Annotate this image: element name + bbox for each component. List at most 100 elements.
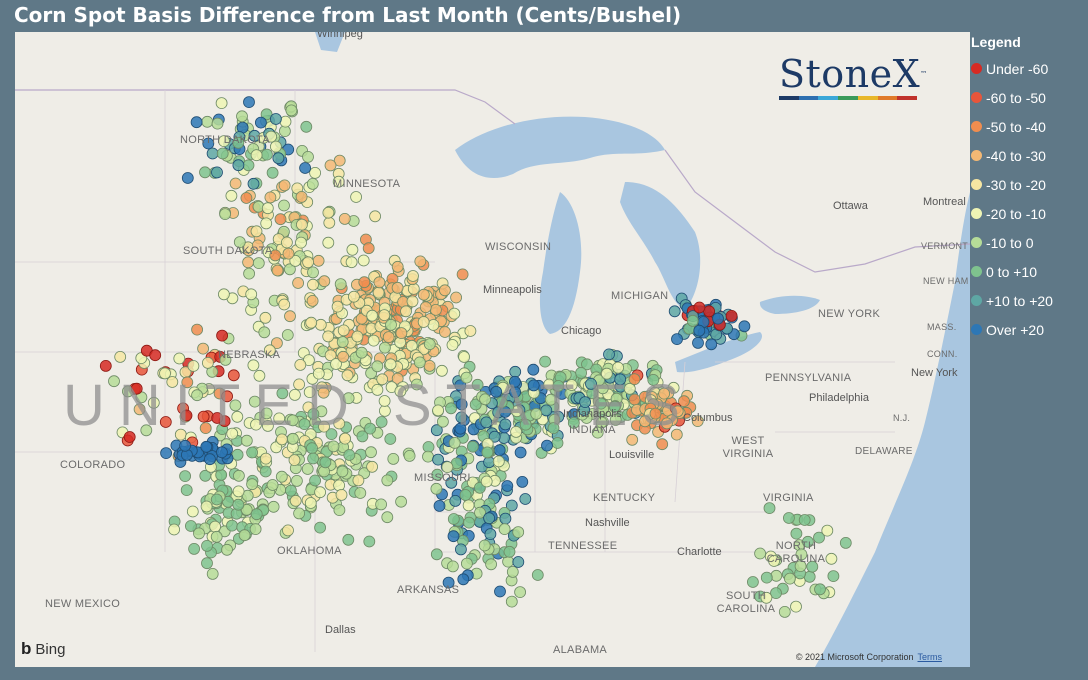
site-marker[interactable]	[260, 407, 273, 420]
site-marker[interactable]	[250, 149, 263, 162]
site-marker[interactable]	[647, 373, 660, 386]
site-marker[interactable]	[462, 499, 475, 512]
site-marker[interactable]	[367, 334, 380, 347]
bing-attribution[interactable]: b Bing	[21, 639, 65, 659]
site-marker[interactable]	[289, 254, 302, 267]
site-marker[interactable]	[531, 569, 544, 581]
site-marker[interactable]	[251, 239, 264, 252]
site-marker[interactable]	[459, 489, 472, 501]
site-marker[interactable]	[318, 420, 330, 433]
site-marker[interactable]	[331, 300, 344, 313]
site-marker[interactable]	[191, 389, 204, 402]
site-marker[interactable]	[266, 166, 279, 179]
site-marker[interactable]	[325, 428, 338, 441]
site-marker[interactable]	[299, 162, 312, 174]
site-marker[interactable]	[725, 309, 738, 322]
site-marker[interactable]	[480, 416, 493, 429]
site-marker[interactable]	[206, 568, 219, 580]
site-marker[interactable]	[790, 527, 803, 540]
site-marker[interactable]	[159, 416, 172, 428]
site-marker[interactable]	[271, 264, 284, 277]
site-marker[interactable]	[445, 402, 457, 415]
site-marker[interactable]	[763, 502, 776, 515]
site-marker[interactable]	[693, 301, 706, 314]
site-marker[interactable]	[200, 500, 213, 513]
site-marker[interactable]	[403, 449, 416, 462]
site-marker[interactable]	[413, 356, 426, 369]
site-marker[interactable]	[236, 110, 248, 123]
site-marker[interactable]	[232, 469, 245, 482]
site-marker[interactable]	[407, 282, 420, 295]
site-marker[interactable]	[269, 113, 282, 125]
site-marker[interactable]	[384, 433, 397, 445]
site-marker[interactable]	[327, 440, 340, 453]
site-marker[interactable]	[612, 361, 624, 374]
site-marker[interactable]	[471, 378, 484, 391]
site-marker[interactable]	[614, 373, 627, 386]
site-marker[interactable]	[446, 339, 459, 351]
site-marker[interactable]	[186, 505, 199, 518]
legend-item[interactable]: 0 to +10	[971, 257, 1086, 286]
site-marker[interactable]	[422, 450, 434, 463]
site-marker[interactable]	[406, 295, 419, 308]
site-marker[interactable]	[284, 310, 296, 323]
site-marker[interactable]	[649, 407, 662, 420]
site-marker[interactable]	[333, 154, 346, 167]
site-marker[interactable]	[591, 426, 604, 439]
legend-item[interactable]: -20 to -10	[971, 199, 1086, 228]
site-marker[interactable]	[272, 152, 285, 165]
site-marker[interactable]	[798, 514, 811, 526]
site-marker[interactable]	[278, 298, 291, 311]
site-marker[interactable]	[551, 437, 564, 449]
site-marker[interactable]	[249, 523, 262, 536]
site-marker[interactable]	[464, 325, 477, 337]
legend-item[interactable]: -50 to -40	[971, 112, 1086, 141]
site-marker[interactable]	[201, 540, 213, 552]
site-marker[interactable]	[201, 557, 213, 570]
site-marker[interactable]	[760, 591, 773, 604]
site-marker[interactable]	[343, 449, 356, 461]
site-marker[interactable]	[431, 468, 444, 481]
site-marker[interactable]	[600, 367, 613, 380]
site-marker[interactable]	[454, 543, 467, 556]
site-marker[interactable]	[794, 560, 807, 572]
site-marker[interactable]	[275, 470, 288, 483]
site-marker[interactable]	[480, 475, 493, 488]
site-marker[interactable]	[199, 422, 212, 435]
site-marker[interactable]	[501, 480, 514, 492]
site-marker[interactable]	[317, 386, 330, 399]
site-marker[interactable]	[512, 526, 525, 539]
site-marker[interactable]	[355, 346, 368, 359]
site-marker[interactable]	[460, 557, 473, 570]
legend-item[interactable]: +10 to +20	[971, 286, 1086, 315]
site-marker[interactable]	[499, 512, 512, 525]
site-marker[interactable]	[190, 116, 203, 129]
site-marker[interactable]	[295, 190, 308, 203]
site-marker[interactable]	[211, 117, 224, 130]
site-marker[interactable]	[130, 382, 143, 395]
site-marker[interactable]	[248, 395, 261, 408]
site-marker[interactable]	[307, 408, 320, 420]
site-marker[interactable]	[191, 323, 204, 336]
site-marker[interactable]	[378, 395, 391, 407]
site-marker[interactable]	[219, 208, 232, 221]
site-marker[interactable]	[369, 210, 382, 223]
site-marker[interactable]	[225, 189, 238, 202]
site-marker[interactable]	[309, 474, 322, 487]
site-marker[interactable]	[232, 498, 245, 511]
site-marker[interactable]	[358, 276, 371, 289]
site-marker[interactable]	[168, 523, 181, 536]
site-marker[interactable]	[456, 268, 469, 281]
site-marker[interactable]	[210, 493, 223, 506]
site-marker[interactable]	[322, 236, 335, 249]
site-marker[interactable]	[283, 263, 296, 276]
site-marker[interactable]	[552, 380, 565, 392]
site-marker[interactable]	[274, 213, 287, 226]
site-marker[interactable]	[639, 415, 651, 428]
site-marker[interactable]	[430, 548, 443, 561]
site-marker[interactable]	[285, 104, 298, 117]
site-marker[interactable]	[806, 560, 819, 573]
site-marker[interactable]	[307, 278, 319, 291]
site-marker[interactable]	[302, 151, 314, 163]
site-marker[interactable]	[395, 327, 408, 340]
